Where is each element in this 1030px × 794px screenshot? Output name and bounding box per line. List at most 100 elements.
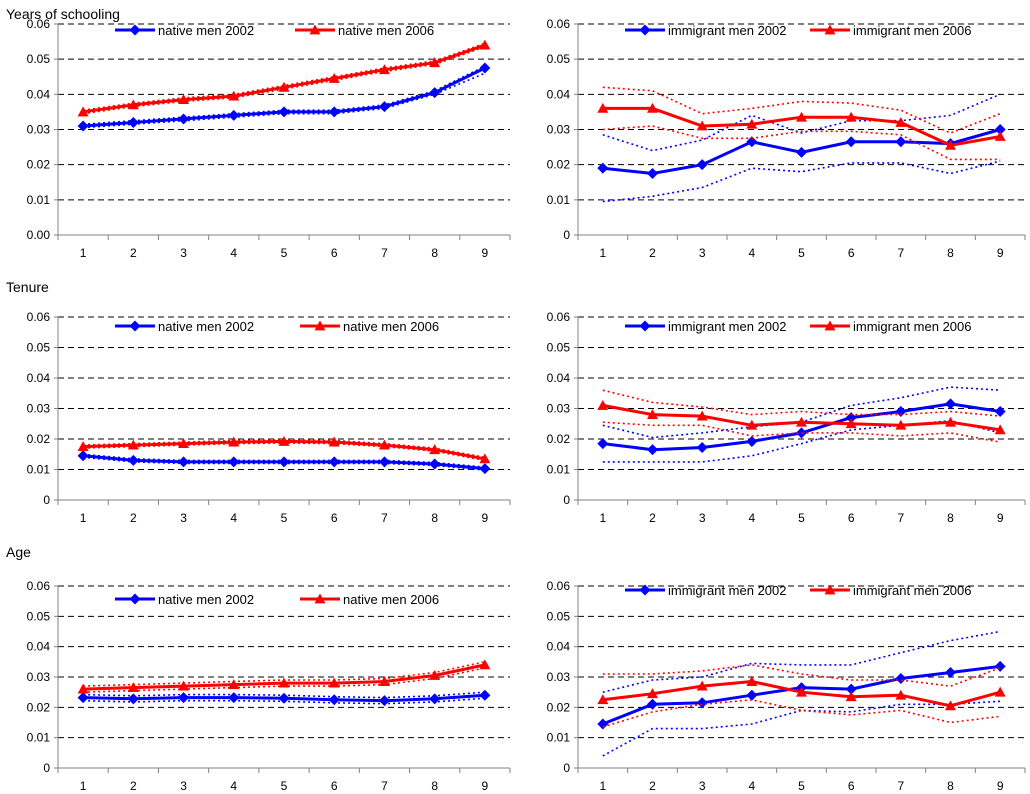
- series-2-point: [796, 111, 807, 122]
- y-tick-label: 0.06: [547, 310, 571, 324]
- x-tick-label: 5: [281, 511, 288, 525]
- x-tick-label: 1: [599, 511, 606, 525]
- y-tick-label: 0.04: [547, 371, 571, 385]
- series-2-point: [178, 94, 190, 105]
- series-1-point: [228, 456, 240, 468]
- legend-label: native men 2006: [343, 319, 439, 334]
- series-1-point: [228, 692, 240, 704]
- x-tick-label: 7: [381, 246, 388, 260]
- series-2-point: [278, 81, 290, 92]
- x-tick-label: 4: [748, 246, 755, 260]
- series-1-point: [479, 62, 491, 74]
- x-tick-label: 4: [230, 246, 237, 260]
- legend-marker: [824, 24, 836, 35]
- series-1-point: [429, 458, 441, 470]
- x-tick-label: 4: [748, 511, 755, 525]
- y-tick-label: 0.02: [27, 158, 51, 172]
- y-tick-label: 0.06: [547, 579, 571, 593]
- series-2-point: [77, 683, 89, 694]
- series-1-ci-lower: [602, 160, 1001, 203]
- legend-label: immigrant men 2006: [853, 583, 972, 598]
- series-2-point: [479, 659, 491, 670]
- legend-label: immigrant men 2002: [668, 319, 787, 334]
- x-tick-label: 3: [699, 246, 706, 260]
- series-2-point: [479, 39, 491, 50]
- series-2-point: [178, 680, 190, 691]
- series-2-point: [429, 444, 441, 455]
- series-1-point: [77, 692, 89, 704]
- y-tick-label: 0.02: [27, 432, 51, 446]
- x-tick-label: 8: [431, 246, 438, 260]
- series-1-point: [994, 660, 1006, 672]
- series-1-point: [746, 435, 758, 447]
- series-1-point: [945, 666, 956, 678]
- series-1-point: [127, 693, 139, 705]
- series-2-point: [796, 416, 807, 427]
- x-tick-label: 2: [649, 779, 656, 793]
- series-1-point: [895, 406, 907, 418]
- x-tick-label: 1: [80, 511, 87, 525]
- series-2-point: [746, 676, 758, 686]
- y-tick-label: 0: [563, 761, 570, 775]
- series-2-point: [696, 680, 708, 691]
- legend-marker: [129, 320, 141, 332]
- series-1-point: [597, 162, 609, 174]
- series-2-ci-lower: [602, 125, 1001, 161]
- x-tick-label: 7: [897, 779, 904, 793]
- legend-marker: [129, 24, 141, 36]
- y-tick-label: 0.03: [547, 123, 571, 137]
- y-tick-label: 0.05: [547, 341, 571, 355]
- y-tick-label: 0.03: [27, 402, 51, 416]
- series-2-point: [746, 419, 758, 430]
- x-tick-label: 5: [281, 246, 288, 260]
- y-tick-label: 0: [43, 761, 50, 775]
- series-1-point: [127, 454, 139, 466]
- series-1-point: [647, 698, 658, 710]
- series-2-point: [647, 688, 658, 699]
- x-tick-label: 9: [997, 779, 1004, 793]
- series-1-point: [647, 167, 658, 179]
- legend-label: immigrant men 2002: [668, 583, 787, 598]
- series-2-point: [178, 438, 190, 448]
- y-tick-label: 0: [43, 493, 50, 507]
- y-tick-label: 0.06: [27, 310, 51, 324]
- x-tick-label: 7: [897, 246, 904, 260]
- series-2-point: [945, 139, 956, 150]
- y-tick-label: 0.02: [27, 700, 51, 714]
- series-2-point: [796, 686, 807, 697]
- series-2-point: [127, 439, 139, 450]
- series-2-point: [429, 57, 441, 68]
- x-tick-label: 7: [381, 511, 388, 525]
- series-1-point: [328, 456, 340, 468]
- series-2-point: [647, 409, 658, 419]
- y-tick-label: 0.06: [27, 579, 51, 593]
- x-tick-label: 8: [431, 779, 438, 793]
- series-2-point: [696, 120, 708, 131]
- y-tick-label: 0.05: [547, 609, 571, 623]
- series-2-point: [895, 116, 907, 127]
- legend-label: native men 2002: [158, 23, 254, 38]
- series-1-point: [796, 146, 807, 158]
- series-2-point: [228, 436, 240, 447]
- x-tick-label: 6: [848, 246, 855, 260]
- legend-marker: [639, 320, 651, 332]
- series-2-point: [127, 99, 139, 110]
- legend-marker: [314, 593, 326, 604]
- series-2-point: [328, 436, 340, 447]
- y-tick-label: 0.04: [27, 371, 51, 385]
- series-1-point: [278, 456, 290, 468]
- y-tick-label: 0.03: [27, 670, 51, 684]
- series-2-ci-upper: [602, 389, 1001, 417]
- y-tick-label: 0.03: [547, 402, 571, 416]
- y-tick-label: 0.05: [27, 341, 51, 355]
- series-1-ci-upper: [602, 630, 1001, 693]
- series-2-point: [845, 111, 857, 122]
- series-2-point: [378, 64, 390, 75]
- legend-label: immigrant men 2006: [853, 319, 972, 334]
- y-tick-label: 0.05: [27, 52, 51, 66]
- series-2-point: [994, 131, 1006, 141]
- x-tick-label: 2: [130, 246, 137, 260]
- section-title-age: Age: [6, 544, 31, 560]
- x-tick-label: 6: [848, 779, 855, 793]
- y-tick-label: 0: [563, 228, 570, 242]
